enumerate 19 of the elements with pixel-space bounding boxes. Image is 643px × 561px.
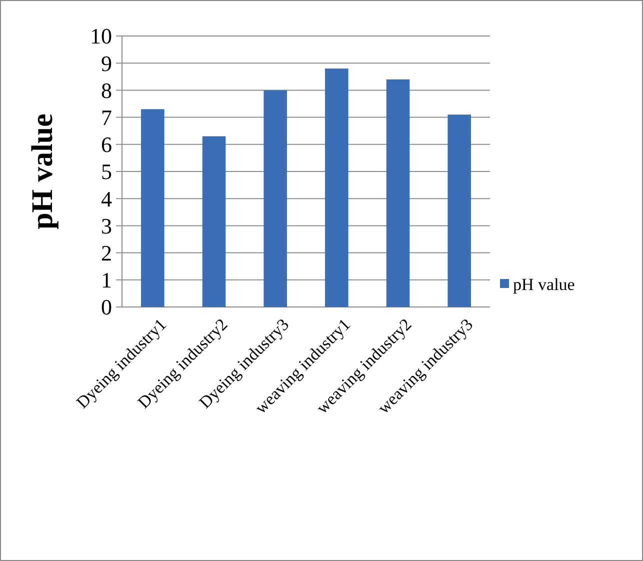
- bar: [325, 68, 348, 307]
- y-axis-title: pH value: [26, 114, 59, 230]
- y-tick-label: 10: [90, 24, 112, 49]
- y-tick-label: 5: [101, 159, 112, 184]
- y-tick-label: 3: [101, 213, 112, 238]
- y-tick-label: 6: [101, 132, 112, 158]
- y-tick-label: 7: [101, 105, 112, 130]
- y-tick-label: 8: [101, 78, 112, 103]
- y-tick-label: 1: [101, 268, 112, 293]
- bar: [448, 114, 471, 307]
- legend-label: pH value: [513, 274, 575, 294]
- y-tick-label: 2: [101, 240, 112, 266]
- bar: [386, 79, 410, 307]
- bar: [141, 109, 164, 307]
- y-tick-label: 9: [101, 50, 112, 76]
- bar: [202, 136, 226, 307]
- y-tick-label: 4: [101, 186, 112, 212]
- bar: [264, 90, 287, 307]
- y-tick-label: 0: [101, 294, 112, 320]
